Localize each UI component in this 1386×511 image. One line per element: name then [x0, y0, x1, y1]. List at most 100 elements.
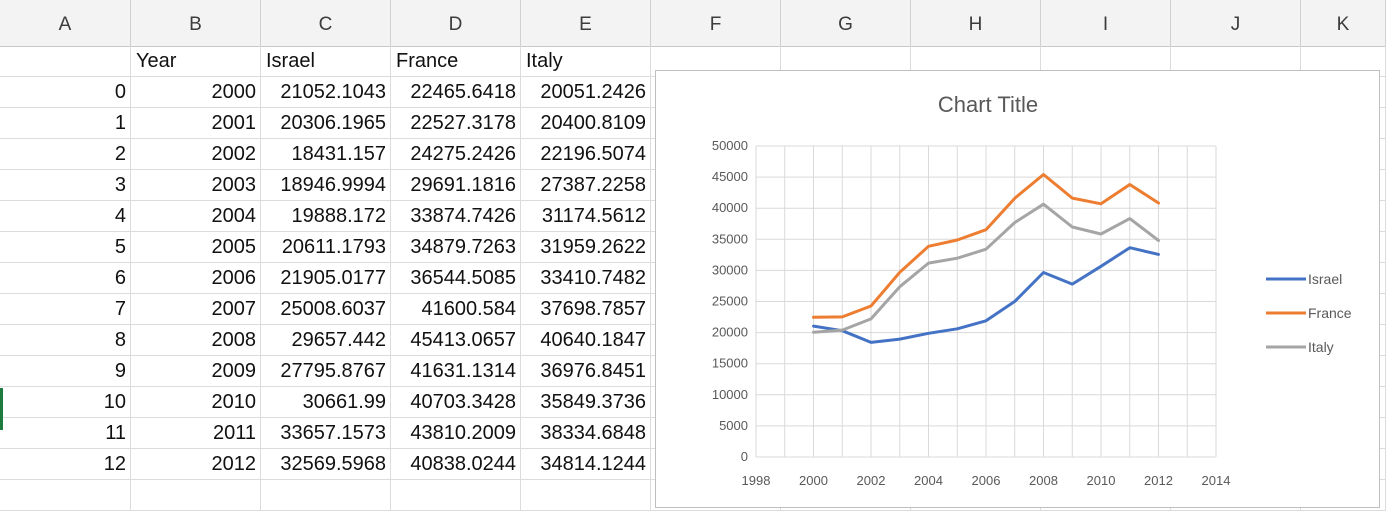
data-cell[interactable]: 6	[0, 263, 131, 293]
data-cell[interactable]: 18431.157	[261, 139, 391, 169]
data-cell[interactable]: 19888.172	[261, 201, 391, 231]
empty-cell[interactable]	[0, 480, 131, 510]
empty-cell[interactable]	[261, 480, 391, 510]
empty-cell[interactable]	[521, 480, 651, 510]
empty-cell[interactable]	[1171, 46, 1301, 76]
data-cell[interactable]: 18946.9994	[261, 170, 391, 200]
series-line-italy[interactable]	[812, 202, 1160, 334]
data-cell[interactable]: 2011	[131, 418, 261, 448]
column-header-d[interactable]: D	[391, 0, 521, 46]
data-cell[interactable]: 10	[0, 387, 131, 417]
data-cell[interactable]: 0	[0, 77, 131, 107]
data-cell[interactable]: 22465.6418	[391, 77, 521, 107]
data-cell[interactable]: 31174.5612	[521, 201, 651, 231]
data-cell[interactable]: 9	[0, 356, 131, 386]
data-cell[interactable]: 27387.2258	[521, 170, 651, 200]
data-cell[interactable]: 2006	[131, 263, 261, 293]
data-cell[interactable]: 2007	[131, 294, 261, 324]
column-header-h[interactable]: H	[911, 0, 1041, 46]
data-cell[interactable]: 40640.1847	[521, 325, 651, 355]
data-cell[interactable]: 22527.3178	[391, 108, 521, 138]
chart-title: Chart Title	[938, 92, 1038, 117]
data-cell[interactable]: 2005	[131, 232, 261, 262]
data-cell[interactable]: 21905.0177	[261, 263, 391, 293]
data-cell[interactable]: 3	[0, 170, 131, 200]
data-cell[interactable]: 2	[0, 139, 131, 169]
column-header-i[interactable]: I	[1041, 0, 1171, 46]
data-cell[interactable]: 32569.5968	[261, 449, 391, 479]
empty-cell[interactable]	[651, 46, 781, 76]
data-cell[interactable]: 29657.442	[261, 325, 391, 355]
header-cell[interactable]: Israel	[261, 46, 391, 76]
data-cell[interactable]: 41631.1314	[391, 356, 521, 386]
data-cell[interactable]: 40703.3428	[391, 387, 521, 417]
data-cell[interactable]: 37698.7857	[521, 294, 651, 324]
empty-cell[interactable]	[1041, 46, 1171, 76]
data-cell[interactable]: 21052.1043	[261, 77, 391, 107]
data-cell[interactable]: 27795.8767	[261, 356, 391, 386]
x-tick-label: 2004	[914, 473, 943, 488]
header-cell[interactable]: Italy	[521, 46, 651, 76]
data-cell[interactable]: 33874.7426	[391, 201, 521, 231]
column-header-c[interactable]: C	[261, 0, 391, 46]
column-header-b[interactable]: B	[131, 0, 261, 46]
data-cell[interactable]: 20306.1965	[261, 108, 391, 138]
data-cell[interactable]: 2004	[131, 201, 261, 231]
data-cell[interactable]: 20051.2426	[521, 77, 651, 107]
data-cell[interactable]: 2009	[131, 356, 261, 386]
data-cell[interactable]: 24275.2426	[391, 139, 521, 169]
data-cell[interactable]: 34879.7263	[391, 232, 521, 262]
data-cell[interactable]: 2002	[131, 139, 261, 169]
data-cell[interactable]: 2008	[131, 325, 261, 355]
data-cell[interactable]: 22196.5074	[521, 139, 651, 169]
data-cell[interactable]: 5	[0, 232, 131, 262]
column-header-j[interactable]: J	[1171, 0, 1301, 46]
data-cell[interactable]: 2000	[131, 77, 261, 107]
data-cell[interactable]: 1	[0, 108, 131, 138]
series-line-israel[interactable]	[812, 246, 1160, 344]
table-row: 7 2007 25008.6037 41600.584 37698.7857	[0, 294, 1386, 325]
data-cell[interactable]: 25008.6037	[261, 294, 391, 324]
data-cell[interactable]: 2001	[131, 108, 261, 138]
column-header-a[interactable]: A	[0, 0, 131, 46]
data-cell[interactable]: 45413.0657	[391, 325, 521, 355]
column-header-e[interactable]: E	[521, 0, 651, 46]
data-cell[interactable]: 40838.0244	[391, 449, 521, 479]
data-cell[interactable]: 41600.584	[391, 294, 521, 324]
data-cell[interactable]: 20400.8109	[521, 108, 651, 138]
empty-cell[interactable]	[391, 480, 521, 510]
x-tick-label: 1998	[742, 473, 771, 488]
data-cell[interactable]: 36544.5085	[391, 263, 521, 293]
data-cell[interactable]: 2012	[131, 449, 261, 479]
empty-cell[interactable]	[131, 480, 261, 510]
data-cell[interactable]: 33410.7482	[521, 263, 651, 293]
data-cell[interactable]: 2010	[131, 387, 261, 417]
column-header-k[interactable]: K	[1301, 0, 1386, 46]
data-cell[interactable]: 29691.1816	[391, 170, 521, 200]
data-cell[interactable]: 12	[0, 449, 131, 479]
empty-cell[interactable]	[781, 46, 911, 76]
header-cell[interactable]	[0, 46, 131, 76]
header-cell[interactable]: Year	[131, 46, 261, 76]
data-cell[interactable]: 35849.3736	[521, 387, 651, 417]
data-cell[interactable]: 30661.99	[261, 387, 391, 417]
data-cell[interactable]: 34814.1244	[521, 449, 651, 479]
empty-cell[interactable]	[911, 46, 1041, 76]
data-cell[interactable]: 2003	[131, 170, 261, 200]
data-cell[interactable]: 11	[0, 418, 131, 448]
line-chart[interactable]: Chart Title 0 5000 10000 15000 20000 25000 3000…	[655, 70, 1380, 508]
data-cell[interactable]: 43810.2009	[391, 418, 521, 448]
series-line-france[interactable]	[812, 173, 1160, 319]
column-header-f[interactable]: F	[651, 0, 781, 46]
header-cell[interactable]: France	[391, 46, 521, 76]
data-cell[interactable]: 8	[0, 325, 131, 355]
column-header-g[interactable]: G	[781, 0, 911, 46]
data-cell[interactable]: 36976.8451	[521, 356, 651, 386]
data-cell[interactable]: 4	[0, 201, 131, 231]
data-cell[interactable]: 33657.1573	[261, 418, 391, 448]
data-cell[interactable]: 7	[0, 294, 131, 324]
data-cell[interactable]: 38334.6848	[521, 418, 651, 448]
data-cell[interactable]: 20611.1793	[261, 232, 391, 262]
data-cell[interactable]: 31959.2622	[521, 232, 651, 262]
